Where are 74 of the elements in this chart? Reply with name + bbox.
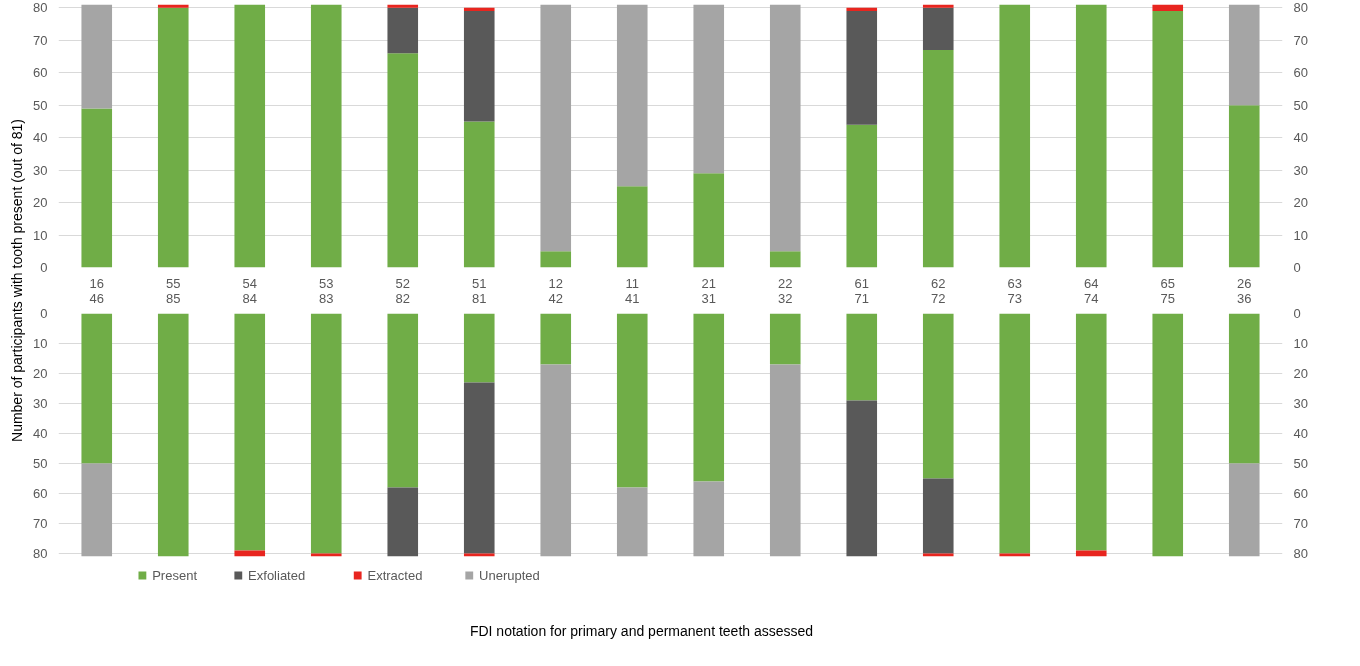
y2-tick-label: 40	[1293, 426, 1308, 441]
x-tick-label: 11	[625, 275, 639, 291]
y-tick-label: 30	[33, 162, 48, 178]
legend-label: Unerupted	[479, 568, 540, 583]
x-tick-label: 51	[472, 275, 487, 291]
x-tick-label: 46	[89, 290, 104, 306]
legend-label: Exfoliated	[248, 568, 306, 583]
y-tick-label: 30	[33, 396, 48, 411]
y2-tick-label: 10	[1293, 227, 1308, 243]
x-tick-label: 36	[1237, 290, 1252, 306]
y-tick-label: 40	[33, 426, 48, 441]
legend-label: Extracted	[367, 568, 423, 583]
y-tick-label: 20	[33, 366, 48, 381]
y2-tick-label: 60	[1293, 65, 1308, 81]
x-tick-label: 62	[931, 275, 946, 291]
y-tick-label: 50	[33, 456, 48, 471]
y-tick-label: 40	[33, 130, 48, 146]
y-tick-label: 80	[33, 0, 48, 16]
x-tick-label: 26	[1237, 275, 1252, 291]
x-tick-label: 72	[931, 290, 946, 306]
y2-tick-label: 30	[1293, 162, 1308, 178]
y-tick-label: 80	[33, 546, 48, 561]
legend-label: Present	[152, 568, 198, 583]
x-tick-label: 63	[1007, 275, 1022, 291]
y2-tick-label: 50	[1293, 456, 1308, 471]
x-tick-label: 73	[1007, 290, 1022, 306]
y2-tick-label: 10	[1293, 336, 1308, 351]
x-tick-label: 31	[701, 290, 716, 306]
y-tick-label: 60	[33, 65, 48, 81]
x-tick-label: 42	[548, 290, 563, 306]
x-tick-label: 52	[395, 275, 410, 291]
x-tick-label: 64	[1084, 275, 1099, 291]
x-tick-label: 61	[854, 275, 869, 291]
y-tick-label: 70	[33, 32, 48, 48]
x-tick-label: 74	[1084, 290, 1099, 306]
x-axis-title: FDI notation for primary and permanent teeth assessed	[469, 622, 814, 639]
y2-tick-label: 20	[1293, 195, 1308, 211]
x-tick-label: 22	[778, 275, 793, 291]
x-tick-label: 81	[472, 290, 487, 306]
y2-tick-label: 80	[1293, 0, 1308, 16]
x-tick-label: 53	[319, 275, 334, 291]
y2-tick-label: 0	[1293, 306, 1301, 321]
y2-tick-label: 30	[1293, 396, 1308, 411]
y2-tick-label: 70	[1293, 32, 1308, 48]
y2-tick-label: 70	[1293, 516, 1308, 531]
x-tick-label: 71	[854, 290, 869, 306]
y2-tick-label: 50	[1293, 97, 1308, 113]
x-tick-label: 55	[166, 275, 181, 291]
x-tick-label: 65	[1160, 275, 1175, 291]
x-tick-label: 83	[319, 290, 334, 306]
y-tick-label: 0	[40, 260, 48, 275]
x-tick-label: 54	[242, 275, 257, 291]
y-tick-label: 70	[33, 516, 48, 531]
x-tick-label: 84	[242, 290, 257, 306]
x-tick-label: 21	[701, 275, 716, 291]
x-tick-label: 82	[395, 290, 410, 306]
y2-tick-label: 20	[1293, 366, 1308, 381]
y2-tick-label: 0	[1293, 260, 1301, 275]
y-axis-title: Number of participants with tooth present (out of 81)	[9, 119, 25, 442]
y-tick-label: 20	[33, 195, 48, 211]
y-tick-label: 60	[33, 486, 48, 501]
y2-tick-label: 80	[1293, 546, 1308, 561]
x-tick-label: 85	[166, 290, 181, 306]
y2-tick-label: 40	[1293, 130, 1308, 146]
y-tick-label: 50	[33, 97, 48, 113]
y2-tick-label: 60	[1293, 486, 1308, 501]
y-tick-label: 0	[40, 306, 48, 321]
x-tick-label: 41	[625, 290, 640, 306]
x-tick-label: 12	[548, 275, 563, 291]
x-tick-label: 75	[1160, 290, 1175, 306]
y-tick-label: 10	[33, 336, 48, 351]
x-tick-label: 16	[89, 275, 104, 291]
y-tick-label: 10	[33, 227, 48, 243]
x-tick-label: 32	[778, 290, 793, 306]
